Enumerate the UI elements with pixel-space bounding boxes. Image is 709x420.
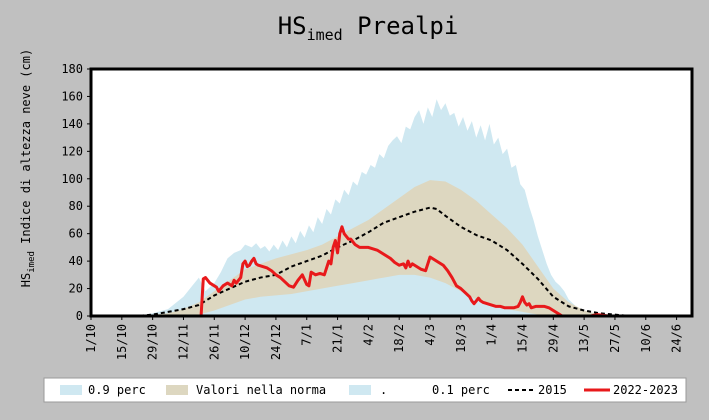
y-tick-label: 180 [61,62,83,76]
y-axis-label: HSimed Indice di altezza neve (cm) [19,49,37,287]
x-tick-label: 13/5 [577,324,591,353]
legend-label: Valori nella norma [196,383,326,397]
legend: 0.9 perc Valori nella norma. 0.1 perc 2015 2… [60,383,678,397]
legend-label: 0.1 perc [432,383,490,397]
y-tick-label: 40 [69,254,83,268]
legend-label: 0.9 perc [88,383,146,397]
x-tick-label: 4/3 [423,324,437,346]
series-line-2015 [91,206,692,317]
x-tick-label: 15/4 [515,324,529,353]
x-tick-label: 10/6 [639,324,653,353]
x-tick-label: 29/4 [546,324,560,353]
y-tick-label: 160 [61,89,83,103]
x-axis: 1/10 15/10 29/10 12/11 26/11 10/12 24/12 7/1 21/… [84,316,684,360]
x-tick-label: 24/12 [269,324,283,360]
plot-border [89,67,694,318]
y-tick-label: 140 [61,117,83,131]
legend-label: 2022-2023 [613,383,678,397]
x-tick-label: 12/11 [176,324,190,360]
series-area-2 [91,284,631,316]
y-tick-label: 120 [61,144,83,158]
legend-swatch [166,385,188,395]
x-tick-label: 26/11 [207,324,221,360]
x-tick-label: 18/2 [392,324,406,353]
x-tick-label: 4/2 [361,324,375,346]
x-tick-label: 7/1 [300,324,314,346]
series-line-2022-2023 [91,225,692,318]
legend-swatch [60,385,82,395]
y-tick-label: 20 [69,282,83,296]
y-tick-label: 80 [69,199,83,213]
x-tick-label: 1/10 [84,324,98,353]
legend-label: 2015 [538,383,567,397]
y-tick-label: 100 [61,172,83,186]
x-tick-label: 15/10 [115,324,129,360]
x-tick-label: 10/12 [238,324,252,360]
x-tick-label: 24/6 [670,324,684,353]
plot-layers [91,99,692,318]
y-tick-label: 60 [69,227,83,241]
legend-label: . [380,383,387,397]
x-tick-label: 21/1 [331,324,345,353]
legend-swatch [349,385,371,395]
x-tick-label: 1/4 [485,324,499,346]
x-tick-label: 29/10 [146,324,160,360]
x-tick-label: 27/5 [608,324,622,353]
y-axis: 0 20 40 60 80 100 120 140 160 180 [61,62,91,323]
chart-title: HSimed Prealpi [278,12,459,44]
y-tick-label: 0 [76,309,83,323]
x-tick-label: 18/3 [454,324,468,353]
